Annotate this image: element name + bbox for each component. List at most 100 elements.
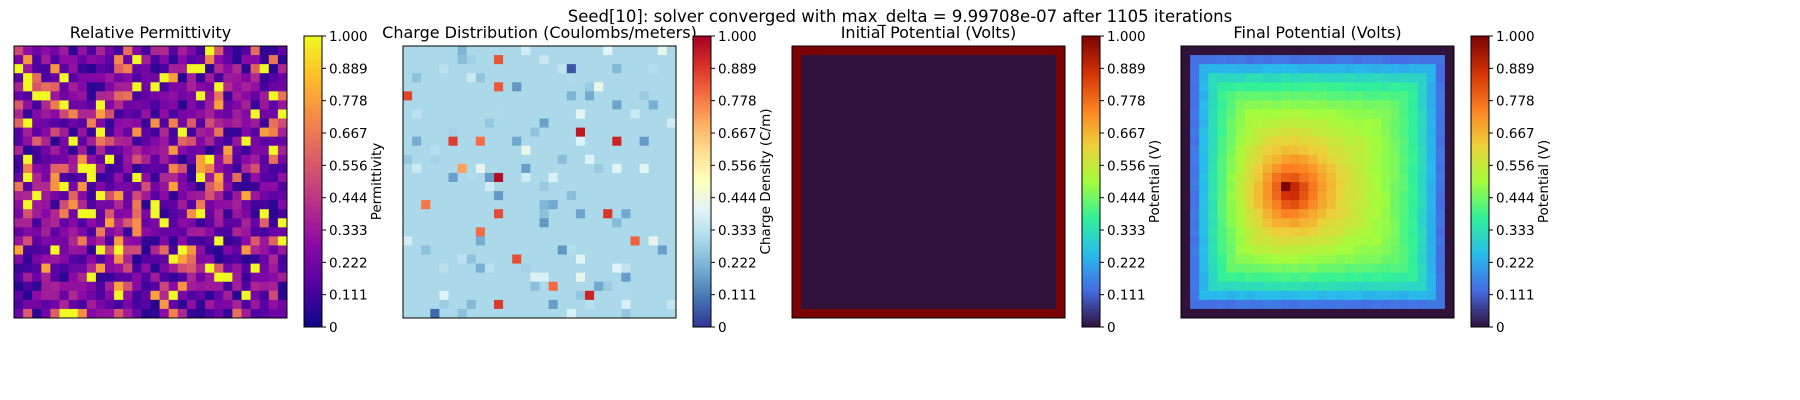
heatmap-cell: [521, 200, 531, 210]
heatmap-cell: [1028, 73, 1039, 83]
heatmap-cell: [484, 299, 495, 310]
heatmap-cell: [277, 209, 288, 219]
colorbar-swatch: [1471, 319, 1489, 323]
heatmap-cell: [1226, 218, 1236, 228]
heatmap-cell: [928, 218, 938, 228]
heatmap-cell: [159, 73, 170, 83]
heatmap-cell: [241, 91, 251, 101]
heatmap-cell: [114, 191, 124, 201]
heatmap-cell: [792, 127, 802, 138]
heatmap-cell: [1253, 272, 1264, 283]
heatmap-cell: [1055, 299, 1066, 310]
heatmap-cell: [68, 209, 79, 219]
heatmap-cell: [837, 127, 847, 138]
heatmap-cell: [1335, 245, 1346, 255]
heatmap-cell: [475, 154, 486, 165]
heatmap-cell: [268, 136, 279, 147]
heatmap-cell: [250, 55, 261, 65]
heatmap-cell: [41, 290, 51, 301]
heatmap-cell: [1253, 91, 1264, 101]
heatmap-cell: [530, 82, 540, 92]
heatmap-cell: [892, 281, 902, 292]
heatmap-cell: [974, 91, 984, 101]
heatmap-cell: [964, 245, 975, 255]
heatmap-cell: [232, 290, 242, 301]
heatmap-cell: [974, 127, 984, 138]
heatmap-cell: [819, 182, 829, 192]
heatmap-cell: [1426, 299, 1437, 310]
colorbar-swatch: [1082, 230, 1100, 233]
heatmap-cell: [1208, 281, 1218, 292]
heatmap-cell: [1417, 73, 1428, 83]
heatmap-cell: [86, 182, 97, 192]
heatmap-cell: [792, 308, 802, 319]
heatmap-cell: [1190, 82, 1200, 92]
heatmap-cell: [792, 64, 802, 74]
colorbar-swatch: [1082, 205, 1100, 209]
heatmap-cell: [503, 200, 513, 210]
colorbar-swatch: [1082, 111, 1100, 115]
heatmap-cell: [1444, 263, 1455, 274]
heatmap-cell: [41, 55, 51, 65]
heatmap-cell: [1253, 227, 1264, 237]
heatmap-cell: [1199, 281, 1209, 292]
heatmap-cell: [1308, 172, 1318, 183]
colorbar-tick-label: 0.556: [1496, 158, 1535, 174]
heatmap-cell: [801, 82, 811, 92]
heatmap-cell: [205, 82, 215, 92]
heatmap-cell: [105, 308, 115, 319]
heatmap-cell: [1281, 308, 1291, 319]
heatmap-cell: [621, 218, 631, 228]
heatmap-cell: [1019, 100, 1029, 110]
heatmap-cell: [585, 200, 595, 210]
heatmap-cell: [792, 163, 802, 174]
heatmap-cell: [168, 145, 179, 156]
heatmap-cell: [457, 272, 468, 283]
heatmap-cell: [901, 172, 911, 183]
heatmap-cell: [132, 245, 142, 255]
heatmap-cell: [259, 82, 270, 92]
heatmap-cell: [1290, 109, 1300, 119]
heatmap-cell: [86, 281, 97, 292]
colorbar-swatch: [304, 295, 322, 299]
heatmap-cell: [1381, 209, 1391, 219]
heatmap-cell: [1408, 236, 1418, 246]
heatmap-cell: [657, 46, 668, 56]
heatmap-cell: [974, 290, 984, 301]
heatmap-cell: [1417, 272, 1428, 283]
heatmap-cell: [159, 272, 170, 283]
heatmap-cell: [77, 290, 88, 301]
heatmap-cell: [1244, 218, 1255, 228]
heatmap-cell: [1262, 209, 1273, 219]
colorbar-swatch: [1471, 295, 1489, 299]
heatmap-cell: [1290, 245, 1300, 255]
colorbar-swatch: [693, 188, 711, 192]
heatmap-cell: [983, 136, 993, 147]
colorbar-swatch: [304, 276, 322, 279]
heatmap-cell: [277, 118, 288, 128]
heatmap-cell: [974, 73, 984, 83]
heatmap-cell: [946, 118, 957, 128]
heatmap-cell: [1010, 73, 1020, 83]
heatmap-cell: [810, 64, 820, 74]
heatmap-cell: [1235, 154, 1246, 165]
heatmap-cell: [585, 245, 595, 255]
heatmap-cell: [277, 272, 288, 283]
heatmap-cell: [1326, 46, 1337, 56]
heatmap-cell: [1217, 200, 1227, 210]
heatmap-cell: [1272, 200, 1282, 210]
heatmap-cell: [412, 290, 422, 301]
heatmap-cell: [1399, 245, 1409, 255]
heatmap-cell: [132, 236, 142, 246]
colorbar-swatch: [1471, 208, 1489, 212]
heatmap-cell: [910, 136, 920, 147]
heatmap-cell: [1010, 281, 1020, 292]
heatmap-cell: [928, 145, 938, 156]
heatmap-cell: [86, 46, 97, 56]
colorbar-swatch: [1471, 268, 1489, 272]
colorbar-swatch: [1082, 183, 1100, 187]
heatmap-cell: [421, 200, 431, 210]
heatmap-cell: [792, 254, 802, 264]
heatmap-cell: [1235, 145, 1246, 156]
heatmap-cell: [14, 91, 24, 101]
